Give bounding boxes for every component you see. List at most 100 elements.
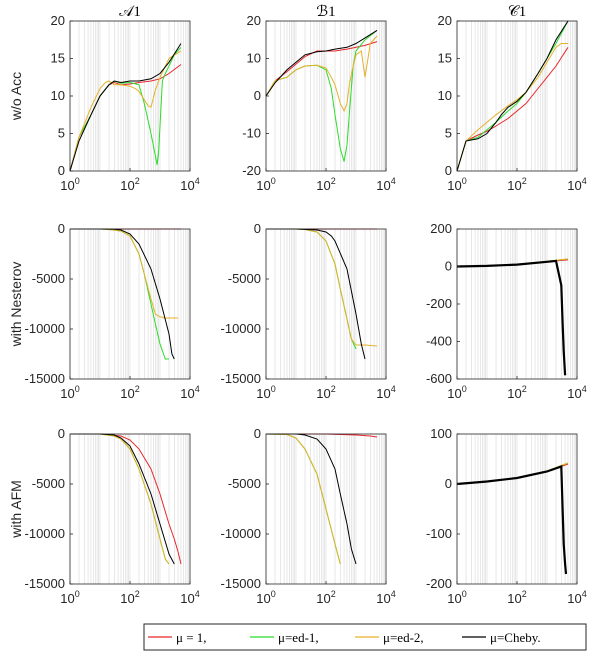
y-tick-label: -10000	[221, 526, 261, 541]
series-cheby	[456, 20, 569, 172]
series-mu1	[456, 47, 569, 172]
grid	[274, 21, 385, 171]
y-tick-label: -15000	[25, 576, 65, 591]
y-tick-label: -15000	[25, 371, 65, 386]
series-cheby	[69, 43, 182, 172]
series-ed2	[70, 228, 179, 319]
y-tick-label: -600	[426, 371, 452, 386]
panel-1-3: 0 5 10 15 20 100 102 104 𝒞1	[438, 4, 587, 193]
x-tick-label: 104	[376, 589, 395, 606]
y-tick-label: 5	[445, 126, 452, 141]
panel-2-1: -15000 -10000 -5000 0 100 102 104 with Nesterov	[8, 221, 200, 401]
series-ed2	[456, 43, 568, 172]
x-tick-label: 100	[447, 384, 466, 401]
legend-label-ed2: μ=ed-2,	[383, 630, 424, 645]
series-cheby	[265, 29, 378, 97]
x-tick-label: 102	[316, 589, 335, 606]
legend-label-cheby: μ=Cheby.	[490, 630, 541, 645]
series-cheby	[456, 259, 567, 376]
x-tick-label: 100	[60, 589, 79, 606]
grid	[465, 434, 576, 584]
x-tick-label: 104	[567, 384, 586, 401]
legend-label-ed1: μ=ed-1,	[278, 630, 319, 645]
y-tick-label: -200	[426, 576, 452, 591]
y-tick-label: -15000	[221, 371, 261, 386]
x-tick-label: 100	[256, 589, 275, 606]
x-tick-label: 104	[180, 589, 199, 606]
x-tick-label: 102	[120, 589, 139, 606]
y-tick-label: -5000	[228, 271, 261, 286]
x-tick-label: 102	[507, 384, 526, 401]
x-tick-label: 100	[256, 176, 275, 193]
panel-1-1: 0 5 10 15 20 100 102 104 𝒜1 w/o Acc	[8, 4, 200, 193]
y-tick-label: 0	[58, 221, 65, 236]
grid	[465, 21, 576, 171]
grid	[78, 21, 189, 171]
y-tick-label: -200	[426, 296, 452, 311]
column-title: ℬ1	[316, 4, 335, 20]
series-ed2	[265, 35, 378, 113]
y-tick-label: 5	[58, 126, 65, 141]
y-tick-label: 0	[58, 426, 65, 441]
x-tick-label: 102	[316, 384, 335, 401]
series-cheby	[266, 433, 357, 565]
y-axis-label: with AFM	[8, 480, 24, 539]
x-tick-label: 100	[60, 384, 79, 401]
legend-label-mu1: μ = 1,	[176, 630, 207, 645]
series-ed2	[265, 433, 341, 565]
y-tick-label: 15	[51, 51, 65, 66]
grid	[274, 229, 385, 379]
x-tick-label: 104	[180, 176, 199, 193]
y-tick-label: -15000	[221, 576, 261, 591]
x-tick-label: 102	[507, 589, 526, 606]
y-tick-label: 20	[438, 13, 452, 28]
x-tick-label: 100	[60, 176, 79, 193]
y-tick-label: 20	[247, 13, 261, 28]
y-tick-label: 100	[430, 426, 452, 441]
column-title: 𝒞1	[508, 4, 526, 20]
y-tick-label: 0	[254, 426, 261, 441]
grid	[78, 229, 189, 379]
y-tick-label: 10	[51, 88, 65, 103]
panel-1-2: -20 -10 0 10 20 100 102 104 ℬ1	[242, 4, 396, 193]
x-tick-label: 100	[447, 176, 466, 193]
panel-2-2: -15000 -10000 -5000 0 100 102 104	[221, 221, 396, 401]
y-axis-label: with Nesterov	[8, 262, 24, 348]
y-tick-label: 0	[445, 163, 452, 178]
x-tick-label: 104	[567, 176, 586, 193]
series-cheby	[456, 464, 568, 575]
y-tick-label: 0	[445, 259, 452, 274]
y-tick-label: 0	[254, 88, 261, 103]
legend: μ = 1, μ=ed-1, μ=ed-2, μ=Cheby.	[143, 623, 587, 651]
y-tick-label: -100	[426, 526, 452, 541]
column-title: 𝒜1	[119, 4, 141, 20]
series-ed2	[69, 50, 182, 172]
x-tick-label: 102	[120, 176, 139, 193]
x-tick-label: 102	[120, 384, 139, 401]
y-tick-label: -10000	[221, 321, 261, 336]
series-cheby	[70, 433, 175, 565]
y-tick-label: 20	[51, 13, 65, 28]
y-tick-label: -20	[242, 163, 261, 178]
y-tick-label: -10	[242, 126, 261, 141]
x-tick-label: 104	[567, 589, 586, 606]
y-tick-label: 10	[438, 88, 452, 103]
panel-3-2: -15000 -10000 -5000 0 100 102 104	[221, 426, 396, 606]
y-tick-label: -5000	[228, 476, 261, 491]
panel-3-1: -15000 -10000 -5000 0 100 102 104 with AFM	[8, 426, 200, 606]
panel-2-3: -600 -400 -200 0 200 100 102 104	[426, 221, 587, 401]
y-tick-label: 10	[247, 51, 261, 66]
grid	[78, 434, 189, 584]
x-tick-label: 100	[256, 384, 275, 401]
x-tick-label: 104	[376, 176, 395, 193]
y-tick-label: -5000	[32, 271, 65, 286]
y-tick-label: 0	[58, 163, 65, 178]
x-tick-label: 104	[180, 384, 199, 401]
y-tick-label: -10000	[25, 526, 65, 541]
series-cheby	[266, 228, 366, 360]
y-tick-label: 0	[445, 476, 452, 491]
x-tick-label: 100	[447, 589, 466, 606]
x-tick-label: 102	[507, 176, 526, 193]
y-tick-label: -10000	[25, 321, 65, 336]
